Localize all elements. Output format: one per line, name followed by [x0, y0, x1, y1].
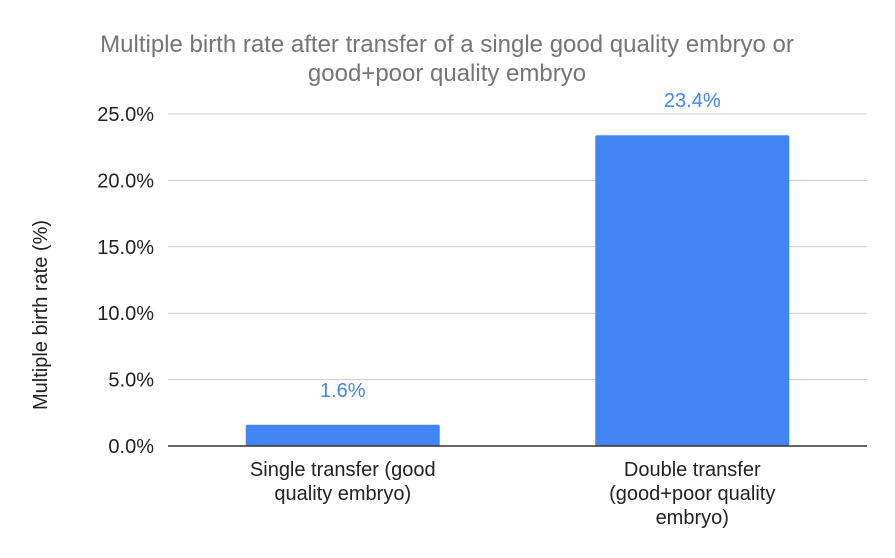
data-label: 1.6%	[320, 380, 366, 402]
bar	[245, 424, 440, 446]
y-tick-label: 15.0%	[97, 237, 154, 259]
chart-title: Multiple birth rate after transfer of a …	[100, 31, 794, 87]
x-category-label: quality embryo)	[274, 483, 411, 505]
x-category-label: (good+poor quality	[609, 483, 775, 505]
chart-title-line: good+poor quality embryo	[308, 60, 586, 87]
y-axis-title: Multiple birth rate (%)	[30, 220, 52, 410]
y-tick-label: 10.0%	[97, 303, 154, 325]
x-category-label: Single transfer (good	[250, 459, 436, 481]
bars	[245, 135, 790, 447]
y-tick-label: 0.0%	[108, 436, 154, 458]
bar	[595, 135, 790, 447]
chart-title-line: Multiple birth rate after transfer of a …	[100, 31, 794, 58]
y-axis-ticks: 0.0% 5.0% 10.0% 15.0% 20.0% 25.0%	[97, 104, 154, 458]
x-category-label: Double transfer	[624, 459, 761, 481]
data-labels: 1.6% 23.4%	[320, 90, 721, 402]
y-tick-label: 20.0%	[97, 170, 154, 192]
y-tick-label: 5.0%	[108, 370, 154, 392]
x-category-label: embryo)	[656, 507, 729, 529]
y-tick-label: 25.0%	[97, 104, 154, 126]
data-label: 23.4%	[664, 90, 721, 112]
